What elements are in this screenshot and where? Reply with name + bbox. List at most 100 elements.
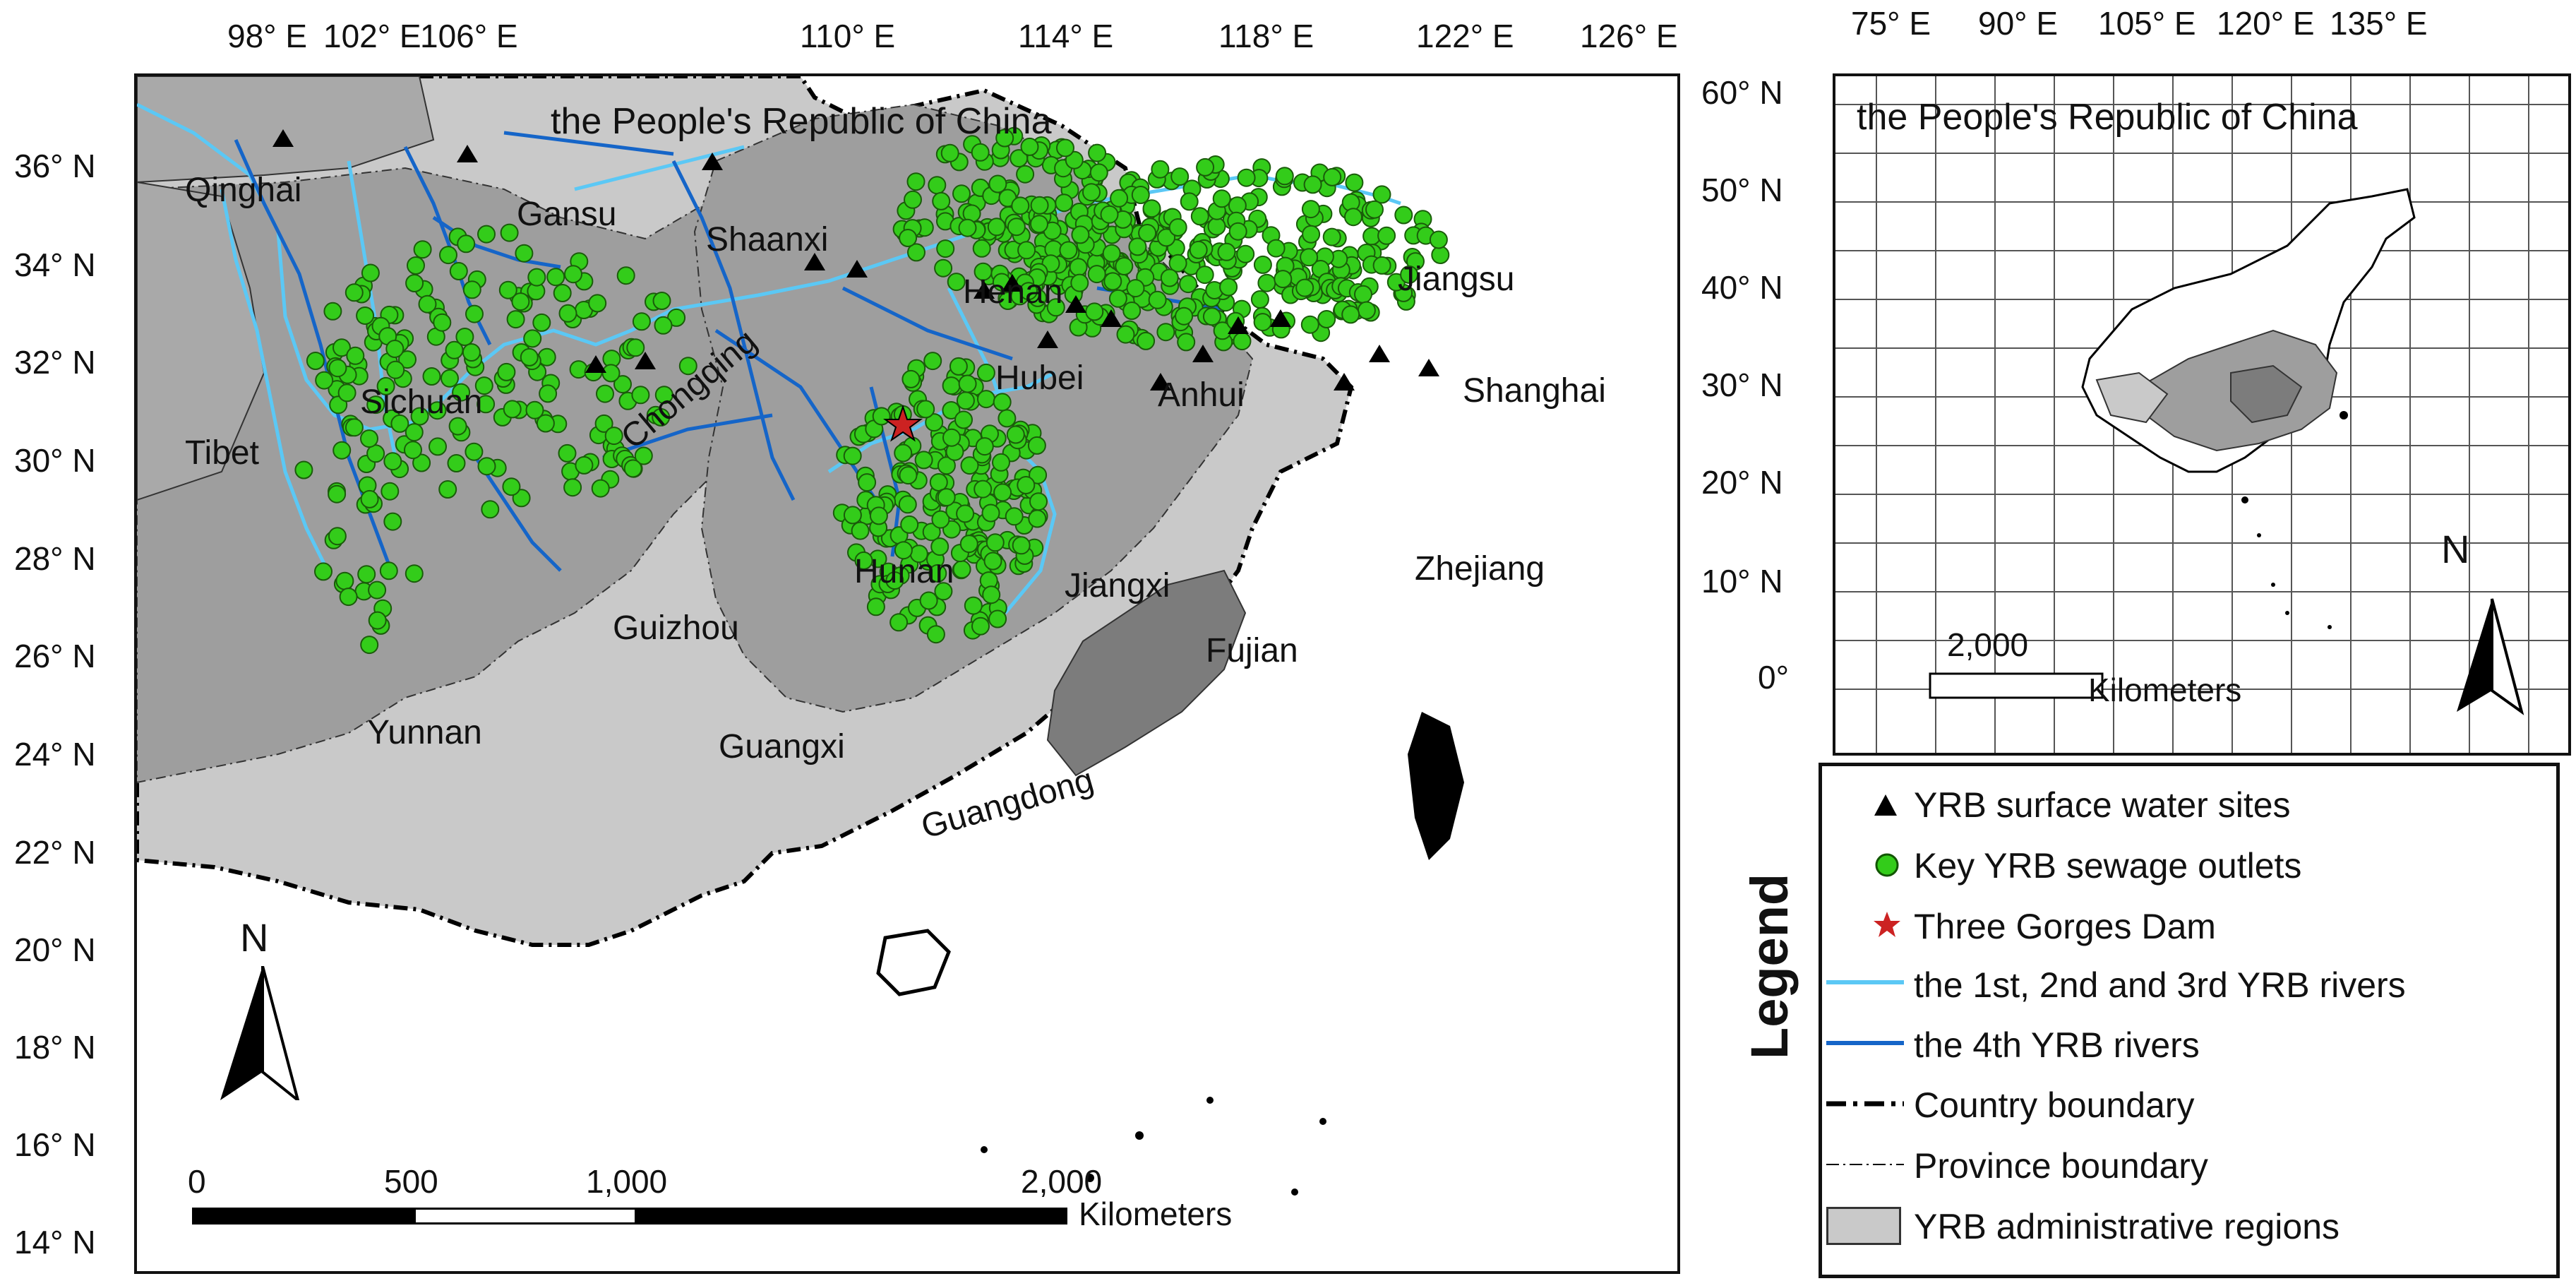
inset-lat-0: 0°	[1758, 659, 1789, 696]
sewage-outlet-dot	[1275, 167, 1294, 186]
sewage-outlet-dot	[1071, 225, 1090, 244]
lat-label-16: 16° N	[14, 1126, 96, 1163]
sewage-outlet-dot	[956, 504, 975, 523]
legend-triangle-icon	[1874, 794, 1897, 816]
sewage-outlet-dot	[448, 417, 467, 436]
region-label-tibet: Tibet	[185, 434, 259, 472]
site-marker	[1228, 316, 1249, 334]
site-marker	[1065, 295, 1086, 313]
sewage-outlet-dot	[546, 268, 565, 287]
sewage-outlet-dot	[923, 352, 942, 371]
sewage-outlet-dot	[947, 273, 966, 292]
sewage-outlet-dot	[858, 473, 877, 492]
sewage-outlet-dot	[294, 460, 313, 479]
sewage-outlet-dot	[1115, 257, 1134, 275]
sewage-outlet-dot	[993, 393, 1012, 412]
sewage-outlet-dot	[588, 294, 607, 313]
site-marker	[585, 355, 606, 373]
inset-lat-40: 40° N	[1701, 269, 1783, 306]
inset-lat-50: 50° N	[1701, 172, 1783, 208]
legend-panel: Legend YRB surface water sites Key YRB s…	[1694, 763, 2565, 1281]
sewage-outlet-dot	[898, 495, 917, 514]
sewage-outlet-dot	[854, 551, 873, 570]
sewage-outlet-dot	[333, 441, 352, 460]
sewage-outlet-dot	[869, 506, 888, 525]
site-marker	[1037, 330, 1058, 348]
sewage-outlet-dot	[900, 515, 919, 534]
inset-map-title: the People's Republic of China	[1857, 97, 2358, 138]
sewage-outlet-dot	[1070, 273, 1089, 292]
region-label-gansu: Gansu	[517, 196, 617, 233]
sewage-outlet-dot	[1302, 225, 1321, 244]
sewage-outlet-dot	[899, 229, 918, 247]
sewage-outlet-dot	[422, 367, 441, 386]
sewage-outlet-dot	[390, 414, 409, 433]
sewage-outlet-dot	[591, 479, 610, 498]
sewage-outlet-dot	[928, 564, 947, 583]
sewage-outlet-dot	[1160, 268, 1179, 287]
main-scale-unit: Kilometers	[1079, 1196, 1233, 1232]
sewage-outlet-dot	[1266, 239, 1286, 258]
sewage-outlet-dot	[474, 376, 493, 395]
sewage-outlet-dot	[1085, 302, 1104, 321]
lon-label-126: 126° E	[1580, 18, 1678, 54]
inset-dark-region	[2230, 364, 2303, 424]
inset-map-frame	[1833, 73, 2571, 756]
sewage-outlet-dot	[616, 266, 635, 285]
sewage-outlet-dot	[1372, 185, 1391, 204]
sewage-outlet-dot	[477, 457, 496, 476]
main-north-arrow-icon	[220, 966, 300, 1100]
sewage-outlet-dot	[1274, 270, 1293, 289]
legend-label-province-boundary: Province boundary	[1914, 1146, 2208, 1186]
sewage-outlet-dot	[386, 360, 405, 379]
sewage-outlet-dot	[1055, 193, 1074, 213]
inset-map: 75° E 90° E 105° E 120° E 135° E 60° N 5…	[1701, 0, 2576, 763]
site-marker	[1270, 309, 1291, 327]
sewage-outlet-dot	[1429, 230, 1448, 249]
lat-label-34: 34° N	[14, 246, 96, 283]
site-marker	[974, 281, 995, 299]
sewage-outlet-dot	[652, 292, 671, 310]
sewage-outlet-dot	[942, 376, 961, 395]
sewage-outlet-dot	[1195, 266, 1214, 285]
sewage-outlet-dot	[447, 454, 466, 472]
sewage-outlet-dot	[919, 591, 938, 610]
inset-lat-60: 60° N	[1701, 74, 1783, 111]
sewage-outlet-dot	[866, 597, 885, 616]
legend-label-regions: YRB administrative regions	[1914, 1207, 2340, 1246]
sewage-outlet-dot	[1179, 275, 1198, 294]
sewage-outlet-dot	[907, 243, 925, 262]
sewage-outlet-dot	[438, 480, 457, 499]
sewage-outlet-dot	[368, 580, 387, 600]
sewage-outlet-dot	[345, 418, 364, 437]
sewage-outlet-dot	[974, 479, 993, 499]
site-marker	[1334, 373, 1355, 391]
legend-label-light-rivers: the 1st, 2nd and 3rd YRB rivers	[1914, 965, 2406, 1005]
sewage-outlet-dot	[932, 191, 951, 210]
sewage-outlet-dot	[412, 453, 431, 472]
sewage-outlet-dot	[405, 274, 424, 292]
sewage-outlet-dot	[988, 609, 1007, 628]
sewage-outlet-dot	[1151, 160, 1170, 179]
sewage-outlet-dot	[596, 384, 614, 403]
sewage-outlet-dot	[1059, 241, 1078, 260]
region-label-guangxi: Guangxi	[719, 728, 845, 765]
sewage-outlet-dot	[1212, 189, 1231, 208]
sewage-outlet-dot	[1108, 289, 1127, 308]
sewage-outlet-dot	[523, 329, 542, 348]
site-marker	[1418, 359, 1439, 376]
sewage-outlet-dot	[983, 552, 1002, 571]
sewage-outlet-dot	[1065, 150, 1084, 169]
sewage-outlet-dot	[328, 484, 347, 504]
sewage-outlet-dot	[928, 176, 947, 195]
sewage-outlet-dot	[631, 386, 650, 405]
sewage-outlet-dot	[477, 395, 496, 414]
sewage-outlet-dot	[613, 375, 632, 394]
sewage-outlet-dot	[1126, 279, 1145, 298]
sewage-outlet-dot	[952, 560, 971, 579]
legend-label-outlets: Key YRB sewage outlets	[1914, 846, 2302, 886]
sewage-outlet-dot	[1190, 207, 1209, 226]
lon-label-106: 106° E	[420, 18, 518, 54]
sewage-outlet-dot	[930, 537, 949, 556]
site-marker	[702, 153, 723, 170]
